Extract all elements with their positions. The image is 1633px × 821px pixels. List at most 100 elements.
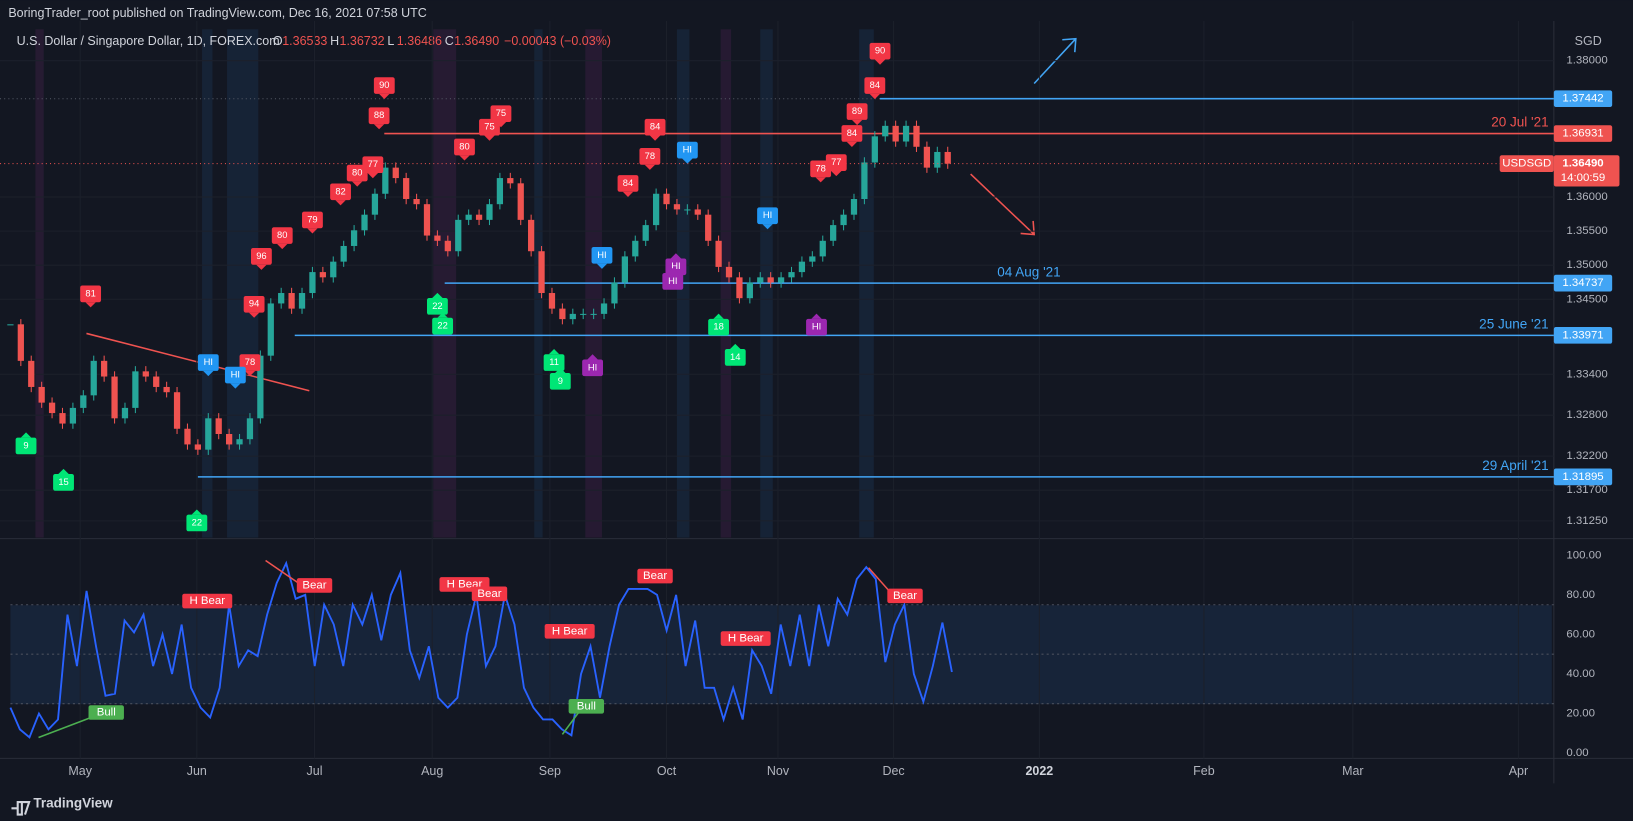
signal-label: 80 [352, 168, 362, 178]
signal-pointer [831, 170, 842, 177]
candle [205, 418, 212, 450]
signal-pointer [203, 370, 214, 377]
signal-label: 90 [875, 46, 885, 56]
candle [850, 199, 858, 215]
signal-pointer [670, 253, 682, 259]
signal-box [186, 514, 208, 532]
signal-pointer [248, 312, 260, 318]
signal-label: HI [668, 276, 677, 286]
osc-signal-box [568, 698, 605, 714]
y-tick-label: 1.34500 [1566, 293, 1607, 305]
candle [215, 418, 222, 434]
signal-box [757, 207, 778, 225]
signal-box [724, 349, 746, 366]
signal-box [224, 366, 246, 384]
candle [528, 219, 535, 252]
y-tick-label: 1.32800 [1566, 409, 1607, 421]
signal-box [806, 318, 827, 336]
osc-signal-label: H Bear [189, 595, 225, 607]
signal-label: 77 [831, 157, 841, 167]
candle [871, 136, 878, 163]
signal-pointer [307, 228, 318, 234]
candle [59, 413, 66, 424]
y-tick-label: 1.36000 [1566, 191, 1607, 203]
signal-label: 78 [245, 357, 255, 367]
candle [288, 293, 295, 309]
level-label: 1.33971 [1562, 329, 1603, 341]
osc-tick-label: 0.00 [1566, 747, 1588, 759]
signal-box [490, 105, 512, 123]
signal-pointer [548, 349, 560, 355]
candle [840, 214, 847, 226]
osc-signal-label: Bear [302, 579, 326, 591]
level-label: 1.37442 [1562, 93, 1603, 105]
signal-pointer [256, 264, 267, 270]
x-tick-label: Aug [421, 764, 443, 778]
candle [48, 402, 56, 414]
candle [340, 245, 347, 262]
signal-box [15, 437, 37, 455]
osc-signal-label: Bull [577, 700, 596, 712]
candle [559, 308, 566, 320]
candle [361, 214, 368, 231]
candle [496, 178, 504, 205]
candle [934, 151, 941, 168]
y-tick-label: 1.35500 [1566, 225, 1607, 237]
signal-pointer [335, 200, 346, 206]
signal-label: HI [597, 250, 606, 260]
candle [538, 251, 545, 294]
level-date: 29 April '21 [1482, 458, 1548, 473]
oscillator-line [9, 560, 953, 739]
candle [788, 272, 795, 278]
signal-label: 9 [23, 440, 28, 450]
signal-label: 22 [192, 517, 202, 527]
signal-label: 78 [815, 163, 825, 173]
level-label: 1.31895 [1562, 471, 1603, 483]
candle [517, 183, 524, 220]
publisher: BoringTrader_root published on TradingVi… [8, 6, 426, 20]
signal-box [250, 248, 272, 265]
signal-pointer [811, 313, 822, 319]
candle [236, 439, 243, 445]
signal-box [869, 42, 891, 60]
divergence-line [265, 559, 303, 587]
x-tick-label: May [68, 764, 92, 778]
candle [892, 125, 899, 142]
signal-pointer [58, 468, 69, 475]
signal-pointer [682, 158, 693, 164]
signal-box [362, 156, 384, 174]
signal-pointer [437, 312, 448, 318]
candle [590, 313, 597, 315]
candle [257, 355, 264, 419]
signal-pointer [730, 343, 741, 350]
osc-signal-box [471, 586, 508, 602]
signal-label: HI [763, 210, 772, 220]
candle [652, 193, 660, 226]
candle [507, 178, 514, 184]
candle [611, 282, 618, 304]
candle [705, 214, 712, 241]
signal-label: 80 [277, 230, 287, 240]
candle [90, 360, 97, 396]
signal-pointer [191, 509, 203, 515]
candle [736, 277, 743, 299]
symbol-box [1499, 155, 1554, 172]
candle [173, 392, 181, 429]
level-box [1553, 125, 1613, 142]
signal-label: HI [671, 261, 680, 271]
candle [350, 230, 358, 246]
signal-pointer [587, 354, 598, 360]
candle [455, 219, 462, 252]
signal-label: 22 [432, 301, 442, 311]
candle [777, 277, 785, 283]
candle [882, 125, 889, 137]
osc-tick-label: 60.00 [1566, 628, 1595, 640]
signal-box [53, 474, 74, 491]
x-tick-label: Feb [1193, 764, 1215, 778]
osc-signal-box [637, 568, 673, 584]
x-tick-label: Jun [187, 764, 207, 778]
candle [861, 162, 868, 200]
signal-pointer [432, 292, 443, 299]
candle [673, 204, 681, 210]
candle [434, 235, 441, 241]
